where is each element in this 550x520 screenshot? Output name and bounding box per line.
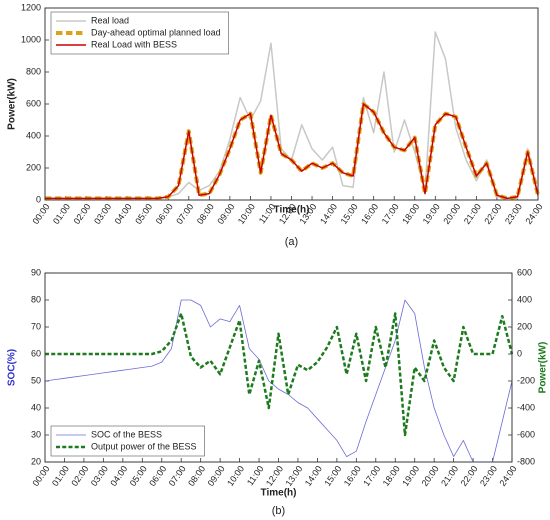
x-tick-label: 18:00 [381,464,402,488]
x-tick-label: 03:00 [89,464,110,488]
x-tick-label: 10:00 [225,464,246,488]
x-tick-label: 07:00 [174,202,195,226]
x-tick-label: 05:00 [133,202,154,226]
y-tick-label: 40 [31,402,41,412]
y-axis-label: SOC(%) [7,349,18,386]
x-tick-label: 17:00 [380,202,401,226]
plot-frame [44,7,539,201]
x-tick-label: 20:00 [441,202,462,226]
x-tick-label: 01:00 [50,464,71,488]
legend-label: Output power of the BESS [91,441,197,451]
x-tick-label: 09:00 [215,202,236,226]
x-tick-label: 21:00 [462,202,483,226]
x-tick-label: 12:00 [264,464,285,488]
x-tick-label: 19:00 [400,464,421,488]
x-tick-label: 04:00 [113,202,134,226]
x-tick-label: 05:00 [128,464,149,488]
x-tick-label: 06:00 [154,202,175,226]
x-tick-label: 23:00 [503,202,524,226]
legend: SOC of the BESS Output power of the BESS [50,425,205,457]
x-tick-label: 19:00 [421,202,442,226]
y-tick-label: 30 [31,429,41,439]
x-tick-label: 14:00 [318,202,339,226]
x-tick-label: 01:00 [51,202,72,226]
x-axis-label: Time(h) [261,488,297,499]
x-tick-label: 10:00 [236,202,257,226]
x-tick-label: 24:00 [497,464,518,488]
y2-tick-label: -400 [517,402,535,412]
y2-tick-label: -200 [517,375,535,385]
legend: Real load Day-ahead optimal planned load R… [50,11,229,55]
x-tick-label: 22:00 [459,464,480,488]
legend-label: Day-ahead optimal planned load [91,27,221,37]
y-tick-label: 50 [31,375,41,385]
x-tick-label: 16:00 [359,202,380,226]
x-tick-label: 24:00 [523,202,544,226]
x-tick-label: 11:00 [245,464,266,488]
x-tick-label: 02:00 [72,202,93,226]
legend-label: Real load [91,15,129,25]
x-axis-label: Time(h) [274,205,310,216]
caption: (a) [285,236,298,248]
y-tick-label: 20 [31,456,41,466]
y-tick-label: 1000 [21,34,41,44]
x-tick-label: 13:00 [283,464,304,488]
y-tick-label: 60 [31,348,41,358]
x-tick-label: 21:00 [439,464,460,488]
x-tick-label: 16:00 [342,464,363,488]
series-line [45,103,539,200]
x-tick-label: 04:00 [108,464,129,488]
y-axis-label: Power(kW) [7,78,18,130]
x-tick-label: 06:00 [147,464,168,488]
plot-frame [44,272,513,463]
x-tick-label: 15:00 [322,464,343,488]
x-tick-label: 00:00 [30,202,51,226]
legend-label: SOC of the BESS [91,429,162,439]
y-tick-label: 1200 [21,2,41,12]
x-tick-label: 15:00 [339,202,360,226]
y-tick-label: 600 [26,98,41,108]
y2-tick-label: 200 [517,321,532,331]
y2-tick-label: 0 [517,348,522,358]
y-tick-label: 70 [31,321,41,331]
x-tick-label: 17:00 [361,464,382,488]
x-tick-label: 08:00 [195,202,216,226]
legend-label: Real Load with BESS [91,39,177,49]
y2-tick-label: 400 [517,294,532,304]
series-line [44,299,513,463]
x-tick-label: 09:00 [206,464,227,488]
x-tick-label: 03:00 [92,202,113,226]
series-line [45,312,514,437]
y2-tick-label: 600 [517,267,532,277]
x-tick-label: 02:00 [69,464,90,488]
x-tick-label: 18:00 [400,202,421,226]
legend-box [50,425,205,457]
x-tick-label: 07:00 [167,464,188,488]
y-tick-label: 0 [36,194,41,204]
x-tick-label: 08:00 [186,464,207,488]
y-tick-label: 800 [26,66,41,76]
x-tick-label: 00:00 [30,464,51,488]
y-tick-label: 400 [26,130,41,140]
x-tick-label: 14:00 [303,464,324,488]
caption: (b) [272,505,285,517]
y-tick-label: 90 [31,267,41,277]
y2-tick-label: -600 [517,429,535,439]
y-tick-label: 200 [26,162,41,172]
y-tick-label: 80 [31,294,41,304]
y2-axis-label: Power(kW) [538,342,549,394]
x-tick-label: 23:00 [478,464,499,488]
x-tick-label: 22:00 [482,202,503,226]
y2-tick-label: -800 [517,456,535,466]
x-tick-label: 20:00 [420,464,441,488]
